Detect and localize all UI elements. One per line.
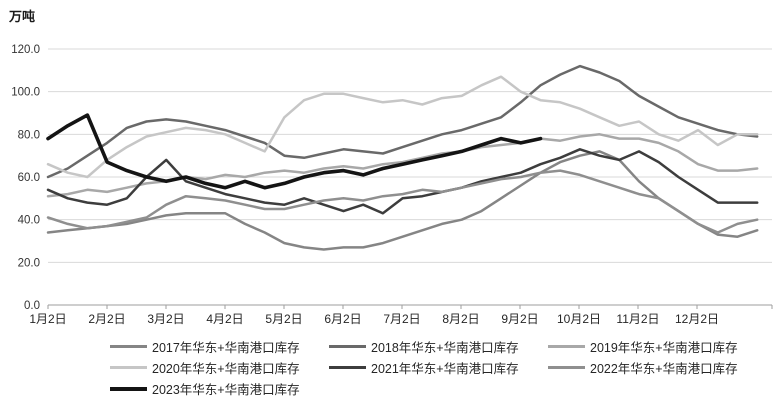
y-axis-tick-label: 120.0: [11, 44, 40, 56]
legend-item-2022年: 2022年华东+华南港口库存: [548, 357, 767, 378]
series-line-2017年: [46, 150, 759, 251]
series-line-2018年: [46, 64, 759, 179]
y-axis-tick-label: 40.0: [18, 215, 40, 227]
line-chart-plot-area: 0.0 20.0 40.0 60.0 80.0 100.0 120.0 1月2日 2月2日 3月2…: [11, 44, 773, 326]
x-axis-tick-label: 12月2日: [675, 312, 719, 326]
x-axis-tick-label: 6月2日: [324, 312, 361, 326]
x-axis-tick-label: 7月2日: [383, 312, 420, 326]
legend-label: 2019年华东+华南港口库存: [590, 341, 738, 355]
x-axis-tick-label: 4月2日: [206, 312, 243, 326]
legend-label: 2020年华东+华南港口库存: [152, 362, 300, 376]
x-axis-tick-label: 9月2日: [501, 312, 538, 326]
x-axis-tick-label: 10月2日: [557, 312, 601, 326]
x-axis-tick-label: 8月2日: [442, 312, 479, 326]
y-axis-tick-label: 20.0: [18, 257, 40, 269]
series-line-2023年: [46, 113, 543, 190]
y-axis-tick-label: 60.0: [18, 172, 40, 184]
x-axis-tick-label: 2月2日: [88, 312, 125, 326]
series-line-2020年: [46, 75, 759, 179]
legend-label: 2018年华东+华南港口库存: [371, 341, 519, 355]
x-axis-tick-label: 5月2日: [265, 312, 302, 326]
legend-line-swatch: [110, 345, 147, 348]
legend-line-swatch: [548, 366, 585, 369]
legend-label: 2021年华东+华南港口库存: [371, 362, 519, 376]
legend-item-2021年: 2021年华东+华南港口库存: [329, 357, 548, 378]
legend-line-swatch: [548, 345, 585, 348]
x-axis-tick-label: 11月2日: [616, 312, 659, 326]
legend-label: 2017年华东+华南港口库存: [152, 341, 300, 355]
legend-label: 2023年华东+华南港口库存: [152, 383, 300, 397]
y-axis-tick-label: 0.0: [24, 300, 40, 312]
legend: 2017年华东+华南港口库存 2018年华东+华南港口库存 2019年华东+华南港口…: [110, 336, 777, 399]
series-line-2022年: [46, 169, 759, 234]
legend-label: 2022年华东+华南港口库存: [590, 362, 738, 376]
y-axis-tick-label: 80.0: [18, 129, 40, 141]
legend-item-2019年: 2019年华东+华南港口库存: [548, 336, 767, 357]
legend-item-2018年: 2018年华东+华南港口库存: [329, 336, 548, 357]
legend-line-swatch: [329, 366, 366, 369]
legend-item-2020年: 2020年华东+华南港口库存: [110, 357, 329, 378]
legend-line-swatch: [110, 386, 147, 391]
x-axis-tick-label: 3月2日: [147, 312, 184, 326]
legend-item-2017年: 2017年华东+华南港口库存: [110, 336, 329, 357]
legend-item-2023年: 2023年华东+华南港口库存: [110, 378, 329, 399]
x-axis-tick-label: 1月2日: [29, 312, 66, 326]
y-axis-unit-label: 万吨: [9, 9, 36, 24]
series-line-2021年: [46, 148, 759, 215]
legend-line-swatch: [110, 366, 147, 369]
legend-line-swatch: [329, 345, 366, 348]
y-axis-tick-label: 100.0: [11, 87, 40, 99]
